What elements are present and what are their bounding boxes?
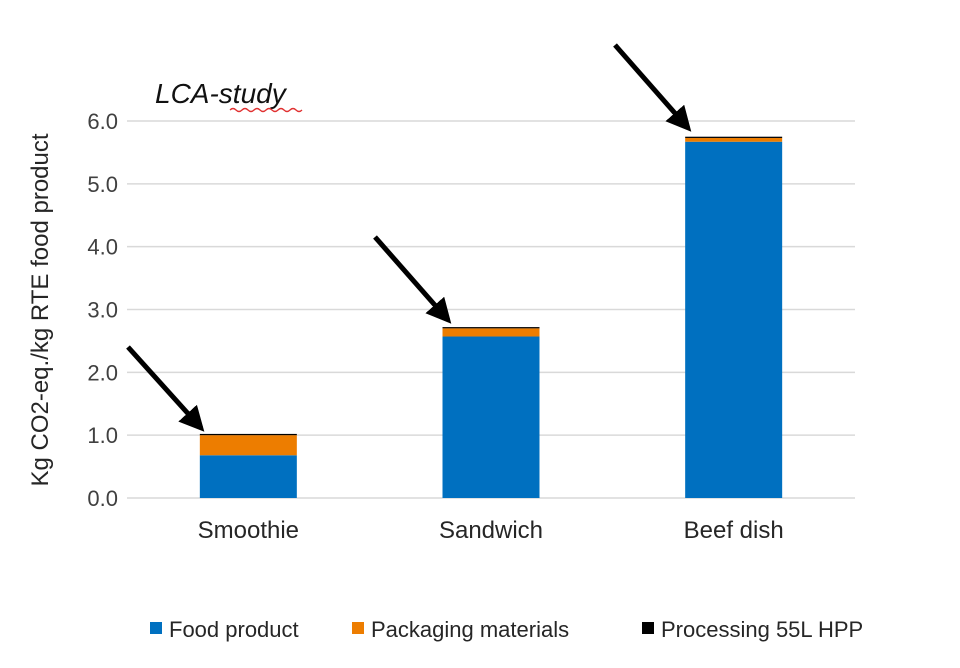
legend-item: Packaging materials: [352, 617, 569, 642]
y-tick-label: 4.0: [87, 235, 118, 260]
legend-label: Processing 55L HPP: [661, 617, 863, 642]
legend-swatch: [150, 622, 162, 634]
legend-label: Packaging materials: [371, 617, 569, 642]
legend-swatch: [352, 622, 364, 634]
y-tick-label: 3.0: [87, 298, 118, 323]
annotation-arrow: [126, 345, 205, 432]
spellcheck-underline: [229, 107, 303, 113]
x-category-label: Sandwich: [439, 517, 543, 544]
annotation-arrow: [613, 43, 692, 132]
x-category-label: Smoothie: [198, 517, 299, 544]
bar-segment-packaging-materials: [199, 435, 297, 456]
legend-label: Food product: [169, 617, 299, 642]
legend-item: Food product: [150, 617, 299, 642]
bar-segment-food-product: [442, 336, 540, 498]
annotation-arrow: [373, 235, 452, 324]
y-tick-label: 2.0: [87, 360, 118, 385]
bar-segment-processing-55l-hpp: [442, 327, 540, 329]
chart-title: LCA-study: [155, 78, 288, 109]
y-axis-label: Kg CO2-eq./kg RTE food product: [27, 133, 54, 486]
bar-segment-food-product: [685, 141, 783, 499]
x-category-label: Beef dish: [684, 517, 784, 544]
bar-segment-processing-55l-hpp: [685, 136, 783, 138]
bar-segment-packaging-materials: [685, 137, 783, 142]
bar-segment-processing-55l-hpp: [199, 433, 297, 436]
y-tick-label: 1.0: [87, 423, 118, 448]
y-tick-label: 0.0: [87, 486, 118, 511]
legend-item: Processing 55L HPP: [642, 617, 863, 642]
y-tick-label: 5.0: [87, 172, 118, 197]
y-tick-label: 6.0: [87, 109, 118, 134]
bar-segment-food-product: [199, 455, 297, 498]
bar-segment-packaging-materials: [442, 328, 540, 337]
legend-swatch: [642, 622, 654, 634]
